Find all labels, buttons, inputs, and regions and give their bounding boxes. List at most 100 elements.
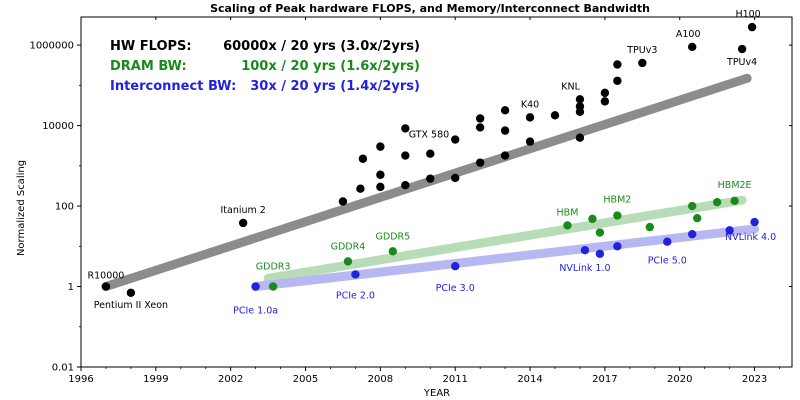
- data-point: [500, 151, 510, 160]
- data-point: [613, 76, 622, 85]
- y-tick-label: 100: [55, 202, 74, 213]
- point-annotation: GDDR4: [331, 241, 366, 252]
- data-point: [451, 135, 460, 144]
- x-tick-label: 2002: [218, 374, 243, 385]
- data-point: [750, 217, 759, 227]
- point-annotation: NVLink 1.0: [559, 263, 610, 274]
- data-point: [580, 245, 590, 255]
- data-point: [451, 262, 460, 271]
- y-tick-label: 0.01: [52, 363, 74, 374]
- x-tick-label: 1996: [68, 374, 93, 385]
- data-point: [401, 124, 410, 133]
- axes-group: 1996 1999 2002 2005 2008 2011 2014 2017 2020 2023…: [29, 16, 793, 385]
- x-tick-label: 2011: [442, 374, 467, 385]
- data-point: [550, 111, 560, 120]
- data-point: [251, 282, 260, 291]
- point-annotation: K40: [521, 99, 539, 110]
- data-point: [475, 123, 485, 132]
- point-annotation: GDDR5: [376, 231, 411, 242]
- data-point: [101, 282, 111, 291]
- x-tick-label: 2005: [293, 374, 318, 385]
- data-point: [238, 218, 248, 228]
- x-tick-label: 2023: [742, 374, 767, 385]
- trend-line: [251, 224, 760, 292]
- data-point: [268, 282, 278, 291]
- point-annotation: TPUv4: [726, 57, 757, 68]
- legend-series-value: 60000x / 20 yrs (3.0x/2yrs): [223, 39, 420, 54]
- point-annotation: HBM2E: [718, 180, 752, 191]
- point-annotation: R10000: [88, 271, 125, 282]
- data-point: [663, 237, 672, 246]
- plot-frame: [80, 16, 793, 368]
- data-point: [737, 44, 747, 54]
- data-point: [613, 242, 622, 251]
- data-point: [426, 174, 435, 183]
- trend-line: [101, 73, 752, 292]
- point-annotation: PCIe 3.0: [436, 283, 475, 294]
- data-point: [401, 151, 410, 160]
- x-tick-label: 2008: [368, 374, 393, 385]
- legend-series-name: DRAM BW:: [110, 59, 187, 74]
- data-point: [343, 257, 353, 266]
- point-annotation: PCIe 2.0: [336, 290, 375, 301]
- data-point: [525, 137, 535, 146]
- x-tick-label: 2014: [517, 374, 542, 385]
- data-point: [600, 97, 610, 106]
- data-point: [376, 182, 385, 192]
- data-point: [500, 106, 510, 115]
- y-tick-label: 10000: [42, 121, 74, 132]
- data-point: [563, 221, 572, 230]
- legend-series-value: 30x / 20 yrs (1.4x/2yrs): [250, 79, 420, 94]
- data-point: [356, 184, 365, 193]
- x-tick-label: 1999: [143, 374, 168, 385]
- data-point: [351, 270, 360, 279]
- x-tick-label: 2017: [592, 374, 617, 385]
- data-point: [595, 228, 605, 237]
- point-annotation: GDDR3: [256, 262, 291, 273]
- data-point: [645, 222, 654, 232]
- data-point: [575, 107, 585, 117]
- data-point: [693, 213, 702, 223]
- point-annotation: PCIe 5.0: [648, 256, 687, 267]
- data-point: [388, 247, 398, 256]
- point-annotation: GTX 580: [409, 130, 450, 141]
- y-tick-label: 1: [68, 282, 74, 293]
- legend-series-value: 100x / 20 yrs (1.6x/2yrs): [241, 59, 420, 74]
- point-annotation: A100: [676, 29, 701, 40]
- data-point: [613, 211, 622, 220]
- point-annotation: Itanium 2: [220, 205, 265, 216]
- point-annotation: PCIe 1.0a: [233, 306, 278, 317]
- data-point: [475, 114, 485, 123]
- point-annotation: Pentium II Xeon: [94, 300, 168, 311]
- data-point: [525, 113, 535, 122]
- data-point: [595, 249, 605, 259]
- data-point: [401, 180, 410, 190]
- data-point: [712, 197, 722, 207]
- data-point: [575, 95, 585, 104]
- data-point: [475, 158, 485, 167]
- data-point: [358, 154, 368, 163]
- point-annotation: HBM2: [603, 195, 631, 206]
- data-point: [613, 60, 622, 69]
- data-point: [338, 197, 348, 206]
- data-point: [588, 214, 597, 224]
- data-point: [600, 88, 610, 98]
- data-point: [688, 42, 697, 52]
- annotations-group: R10000 Pentium II Xeon Itanium 2 GTX 580 K40…: [88, 9, 777, 316]
- data-point: [376, 170, 385, 179]
- x-tick-label: 2020: [667, 374, 692, 385]
- x-axis-label: YEAR: [423, 388, 450, 399]
- legend-series-name: HW FLOPS:: [110, 39, 192, 54]
- data-point: [638, 58, 647, 68]
- data-point: [500, 126, 510, 135]
- data-point: [426, 149, 435, 158]
- point-annotation: HBM: [557, 207, 579, 218]
- y-tick-label: 1000000: [29, 41, 74, 52]
- point-annotation: H100: [735, 9, 760, 20]
- data-point: [688, 229, 697, 239]
- point-annotation: KNL: [561, 81, 580, 92]
- data-point: [688, 201, 697, 211]
- data-points-group: [101, 22, 759, 297]
- data-point: [575, 133, 585, 142]
